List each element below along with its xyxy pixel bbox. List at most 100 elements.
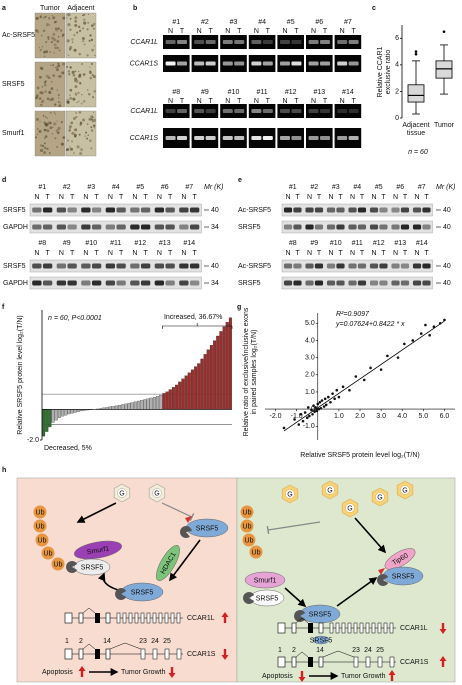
exon <box>164 612 169 624</box>
lane-label: #1 <box>172 19 180 26</box>
blot-band <box>140 224 151 230</box>
ihc-stain <box>66 139 70 142</box>
lane-sub-label: T <box>381 194 386 201</box>
srsf5-small-shape <box>312 635 330 645</box>
ihc-stain <box>62 136 66 139</box>
ihc-stain <box>46 147 49 150</box>
glucose-label: G <box>402 487 407 494</box>
exon <box>377 622 382 634</box>
smurf1: Smurf1 <box>74 540 122 560</box>
bar <box>171 387 175 410</box>
point <box>316 402 320 406</box>
gel-band <box>262 136 273 140</box>
blot-band <box>336 263 345 269</box>
gel-band <box>348 40 359 44</box>
ihc-stain <box>83 13 86 16</box>
ihc-stain <box>35 96 38 100</box>
ihc-stain <box>66 100 70 104</box>
ihc-stain <box>47 36 50 39</box>
ihc-stain <box>90 147 93 150</box>
bar <box>108 406 112 410</box>
gel-band <box>279 40 290 44</box>
lane-sub-label: N <box>225 28 230 35</box>
exon <box>353 622 358 634</box>
ihc-stain <box>53 21 57 24</box>
ihc-stain <box>48 24 51 26</box>
ihc-stain <box>75 79 79 83</box>
ubiquitin <box>240 505 254 519</box>
blot-band <box>293 263 302 269</box>
ihc-stain <box>56 146 58 148</box>
ihc-stain <box>46 117 49 120</box>
outcome-label: Apoptosis <box>262 673 293 680</box>
ihc-stain <box>93 126 96 129</box>
exon <box>140 648 146 660</box>
isoform-label: CCAR1S <box>400 659 429 666</box>
ubiquitin <box>240 519 254 533</box>
x-axis-label: Relative SRSF5 protein level log₂(T/N) <box>300 452 419 459</box>
ubiquitin-label: Ub <box>36 523 45 530</box>
blot-band <box>336 224 345 230</box>
gel-band <box>234 61 245 66</box>
ihc-stain <box>58 97 60 99</box>
lane-label: #10 <box>330 240 342 247</box>
lane-label: #4 <box>258 19 266 26</box>
exon <box>64 648 73 660</box>
ihc-stain <box>38 46 40 49</box>
ihc-stain <box>43 55 46 57</box>
point <box>424 323 427 327</box>
ihc-stain <box>82 118 86 122</box>
point <box>317 407 321 411</box>
ihc-stain <box>56 46 59 50</box>
y-tick-label: 2.0 <box>305 372 315 379</box>
ihc-stain <box>53 111 56 113</box>
ihc-stain <box>58 49 61 52</box>
lane-label: #11 <box>257 89 268 96</box>
blot-band <box>326 224 336 230</box>
lane-label: #9 <box>63 240 71 247</box>
x-tick-label: 5.0 <box>418 413 428 420</box>
ihc-stain <box>42 29 46 33</box>
blot-band <box>293 207 302 213</box>
exon <box>383 622 388 634</box>
blot-band <box>369 207 379 213</box>
blot-band <box>293 224 302 230</box>
ihc-stain <box>50 64 52 66</box>
y-tick-label: -2.0 <box>27 437 39 444</box>
ihc-stain <box>74 20 77 23</box>
gel-image <box>191 104 219 118</box>
ihc-stain <box>58 131 60 134</box>
point <box>396 356 400 359</box>
lane-label: #6 <box>396 184 404 191</box>
ihc-stain <box>71 140 73 143</box>
ihc-stain <box>39 66 43 70</box>
blot-band <box>412 263 422 269</box>
arrow <box>354 517 387 554</box>
blot-band <box>336 280 345 286</box>
gel-band <box>222 40 233 44</box>
blot-band <box>422 224 431 230</box>
exon <box>365 622 370 634</box>
ihc-stain <box>40 14 42 17</box>
ihc-stain <box>89 76 93 80</box>
marker-label: 34 <box>211 224 219 231</box>
gel-band <box>337 136 348 140</box>
ihc-stain <box>78 30 81 32</box>
ihc-stain <box>57 101 60 104</box>
lane-sub-label: T <box>237 98 242 105</box>
bar <box>203 354 207 410</box>
change-arrow <box>439 656 447 667</box>
blot-band <box>67 263 77 269</box>
gel-image <box>306 104 333 118</box>
blot-band <box>179 207 189 213</box>
ihc-stain <box>35 29 38 32</box>
point <box>341 385 345 389</box>
y-axis-label: Relative SRSF5 protein level log₂(T/N) <box>17 315 24 434</box>
acetyl-group <box>115 588 127 600</box>
ihc-stain <box>69 28 72 31</box>
ihc-stain <box>54 137 57 140</box>
y-tick-label: 6 <box>395 35 399 42</box>
ihc-stain <box>41 144 45 148</box>
blot-band <box>154 263 165 269</box>
ihc-stain <box>72 152 75 155</box>
